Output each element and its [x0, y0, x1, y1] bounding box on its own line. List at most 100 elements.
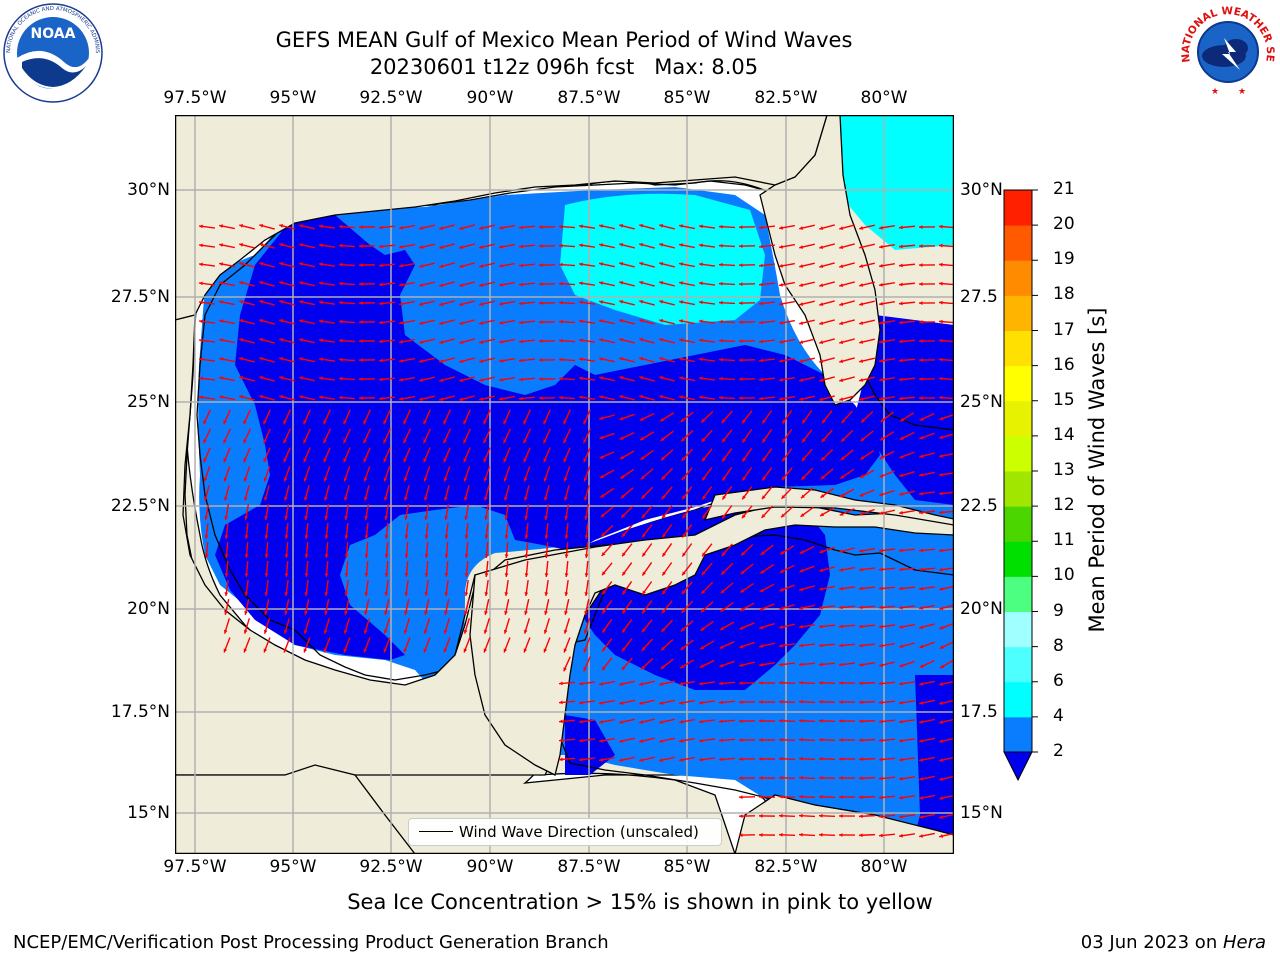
wind-wave-arrowhead: [899, 663, 904, 668]
wind-wave-arrowhead: [739, 396, 743, 401]
wind-wave-arrowhead: [484, 573, 489, 577]
wind-wave-arrowhead: [799, 321, 804, 325]
wind-wave-arrowhead: [363, 458, 368, 463]
wind-wave-arrowhead: [819, 605, 823, 610]
wind-wave-arrowhead: [564, 554, 569, 558]
wind-wave-arrowhead: [259, 375, 264, 380]
wind-wave-arrowhead: [219, 243, 223, 247]
lat-tick-left: 25°N: [127, 392, 170, 412]
wind-wave-arrowhead: [439, 397, 444, 401]
lat-tick-right: 22.5: [960, 496, 998, 516]
wind-wave-arrowhead: [701, 438, 706, 442]
wind-wave-arrowhead: [919, 491, 923, 496]
wind-wave-arrowhead: [899, 757, 903, 762]
wind-wave-arrowhead: [564, 516, 569, 520]
wind-wave-arrowhead: [299, 338, 304, 342]
wind-wave-arrowhead: [819, 643, 823, 648]
wind-wave-arrowhead: [344, 516, 349, 520]
lon-tick-bottom: 92.5°W: [359, 857, 423, 877]
wind-wave-arrowhead: [224, 592, 229, 596]
wind-wave-arrowhead: [679, 338, 683, 342]
wind-wave-arrowhead: [679, 719, 683, 724]
lat-tick-right: 27.5: [960, 287, 998, 307]
wind-wave-arrowhead: [379, 320, 383, 325]
wind-wave-arrowhead: [739, 814, 743, 819]
wind-wave-arrowhead: [819, 775, 823, 780]
wind-wave-arrowhead: [899, 320, 903, 325]
wind-wave-arrowhead: [483, 477, 488, 482]
wind-wave-arrowhead: [399, 282, 403, 287]
wind-wave-arrowhead: [701, 571, 706, 576]
wind-wave-arrowhead: [339, 319, 343, 324]
wind-wave-arrowhead: [782, 419, 786, 424]
wind-wave-arrowhead: [459, 378, 464, 383]
wind-wave-arrowhead: [279, 357, 284, 361]
lon-tick-top: 85°W: [663, 88, 711, 108]
wind-wave-arrowhead: [839, 719, 843, 723]
wind-wave-arrowhead: [742, 495, 746, 500]
wind-wave-arrowhead: [879, 719, 883, 724]
wind-wave-arrowhead: [259, 261, 264, 266]
wind-wave-arrowhead: [559, 376, 563, 381]
wind-wave-arrowhead: [779, 301, 783, 306]
wind-wave-arrowhead: [879, 624, 883, 629]
wind-wave-arrowhead: [299, 300, 304, 304]
wind-wave-arrowhead: [820, 512, 825, 517]
wind-wave-arrowhead: [444, 554, 449, 558]
wind-wave-arrowhead: [879, 282, 883, 287]
wind-wave-arrowhead: [239, 300, 244, 304]
wind-wave-arrowhead: [839, 814, 843, 818]
wind-wave-arrowhead: [323, 629, 328, 634]
wind-wave-arrowhead: [464, 535, 469, 539]
wind-wave-arrowhead: [559, 243, 563, 248]
wind-wave-arrowhead: [899, 833, 903, 838]
wind-wave-arrowhead: [679, 681, 683, 686]
lat-tick-right: 25°N: [960, 392, 1003, 412]
wind-wave-arrowhead: [223, 477, 228, 482]
wind-wave-arrowhead: [219, 357, 223, 361]
wind-wave-arrowhead: [584, 496, 588, 501]
wind-wave-arrowhead: [821, 438, 826, 443]
wind-wave-arrowhead: [779, 358, 783, 363]
wind-wave-arrowhead: [543, 629, 548, 634]
wind-wave-arrowhead: [519, 225, 523, 230]
wind-wave-arrowhead: [839, 624, 843, 629]
wind-wave-arrowhead: [720, 626, 725, 630]
wind-wave-arrowhead: [719, 319, 723, 324]
colorbar-tick-label: 16: [1053, 354, 1075, 375]
wind-wave-arrowhead: [439, 321, 444, 325]
wind-wave-arrowhead: [819, 226, 824, 231]
wind-wave-arrowhead: [464, 554, 469, 558]
wind-wave-arrowhead: [379, 244, 383, 249]
wind-wave-arrowhead: [662, 514, 666, 519]
wind-wave-arrowhead: [899, 586, 903, 591]
wind-wave-arrowhead: [819, 283, 824, 288]
wind-wave-arrowhead: [539, 263, 543, 268]
wind-wave-arrowhead: [344, 592, 349, 596]
wind-wave-arrowhead: [919, 510, 923, 515]
wind-wave-arrowhead: [799, 699, 803, 704]
wind-wave-arrowhead: [759, 606, 764, 611]
colorbar-segment: [1004, 471, 1032, 507]
wind-wave-arrowhead: [739, 644, 744, 649]
wind-wave-arrowhead: [364, 573, 369, 577]
colorbar-tick-label: 21: [1053, 179, 1075, 199]
wind-wave-arrowhead: [279, 376, 284, 380]
wind-wave-arrowhead: [799, 264, 804, 268]
wind-wave-arrowhead: [660, 665, 665, 669]
wind-wave-arrowhead: [939, 815, 944, 819]
wind-wave-arrowhead: [359, 396, 363, 400]
wind-wave-arrowhead: [519, 320, 523, 325]
wind-wave-arrowhead: [339, 224, 343, 229]
wind-wave-arrowhead: [439, 302, 444, 306]
wind-wave-arrowhead: [819, 662, 823, 667]
wind-wave-arrowhead: [404, 592, 409, 596]
wind-wave-arrowhead: [939, 606, 944, 611]
wind-wave-arrowhead: [899, 263, 903, 268]
wind-wave-arrowhead: [939, 300, 943, 305]
wind-wave-arrowhead: [679, 319, 683, 323]
wind-wave-arrowhead: [599, 455, 604, 459]
wind-wave-arrowhead: [399, 225, 403, 230]
wind-wave-arrowhead: [384, 610, 388, 615]
wind-wave-arrowhead: [499, 377, 503, 382]
